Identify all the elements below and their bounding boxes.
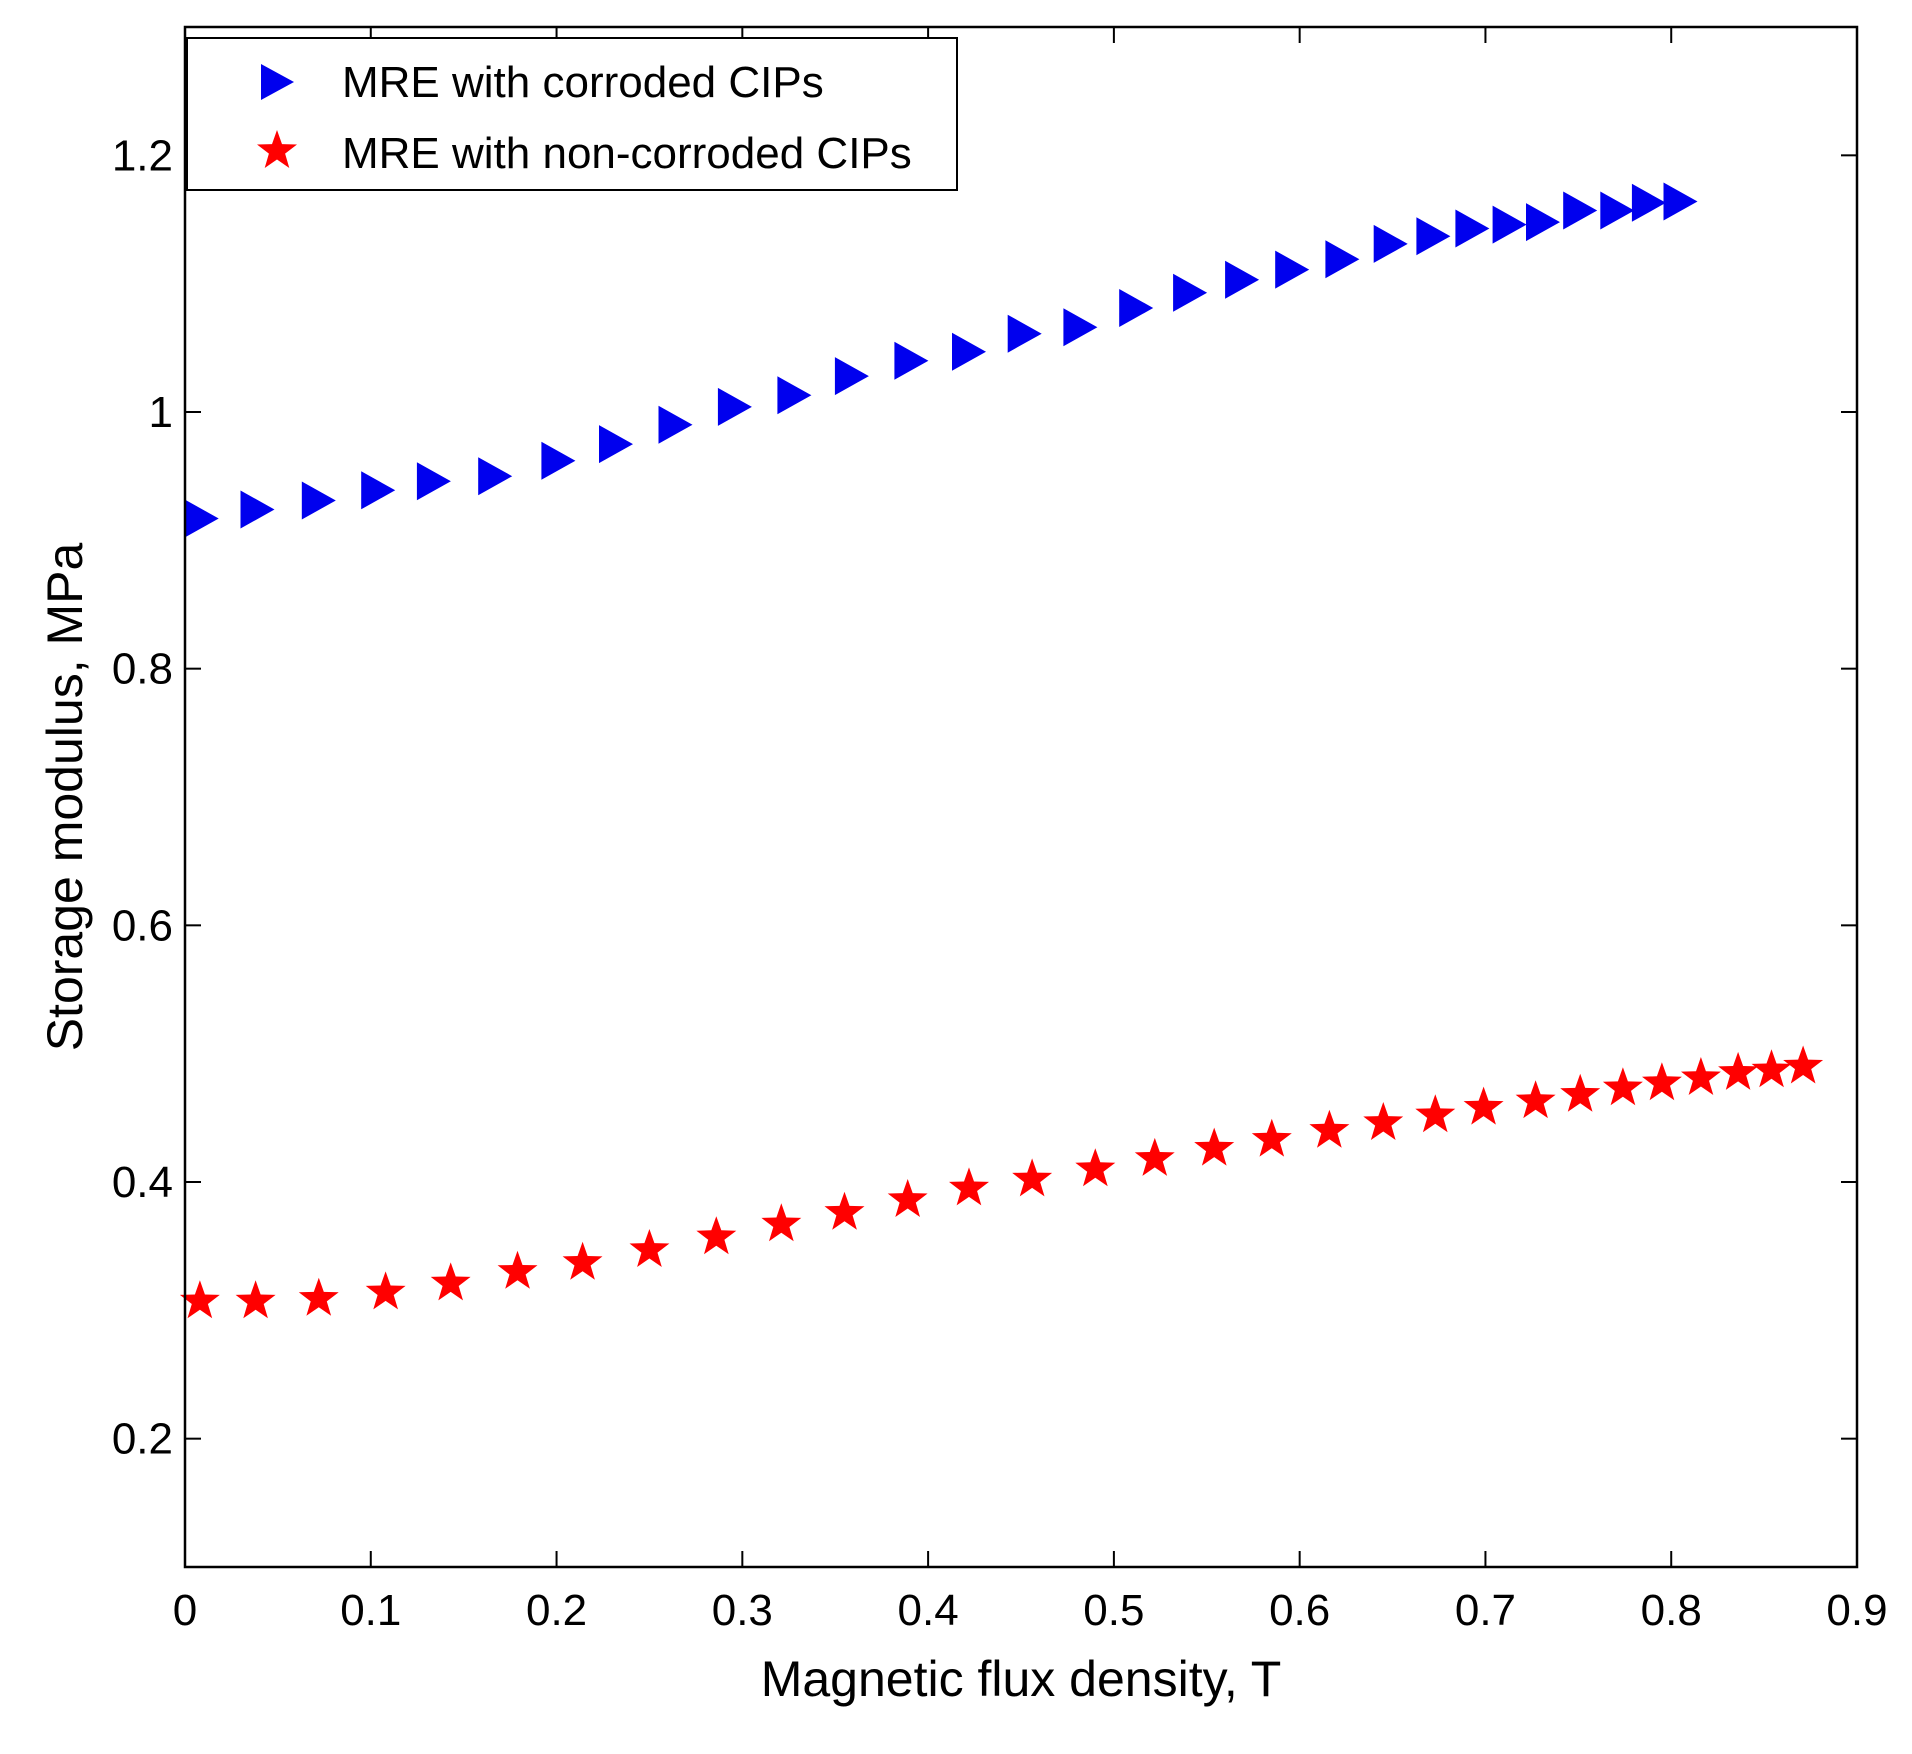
star-point: [887, 1179, 928, 1217]
star-point: [1134, 1137, 1175, 1176]
triangle-point: [1173, 273, 1208, 312]
y-tick-label: 0.6: [112, 901, 173, 950]
triangle-point: [1663, 182, 1698, 221]
triangle-point: [1225, 260, 1260, 299]
triangle-point: [361, 471, 396, 510]
x-tick-label: 0.3: [712, 1586, 773, 1635]
triangle-point: [1063, 308, 1098, 347]
triangle-point: [184, 499, 219, 538]
triangle-point: [717, 387, 752, 426]
triangle-point: [416, 462, 451, 501]
star-point: [430, 1262, 471, 1301]
x-tick-label: 0.1: [340, 1586, 401, 1635]
triangle-point: [894, 341, 929, 380]
star-point: [824, 1191, 865, 1230]
triangle-point: [240, 490, 275, 529]
star-point: [1075, 1148, 1116, 1187]
triangle-point: [1325, 240, 1360, 279]
triangle-point: [1119, 289, 1154, 327]
triangle-point: [478, 457, 513, 496]
x-tick-label: 0.4: [898, 1586, 959, 1635]
triangle-point: [1416, 217, 1451, 256]
triangle-point: [1526, 203, 1560, 242]
x-tick-label: 0.2: [526, 1586, 587, 1635]
star-point: [629, 1229, 670, 1267]
star-point: [696, 1216, 737, 1255]
star-point: [949, 1167, 989, 1206]
legend-label-non-corroded: MRE with non-corroded CIPs: [342, 129, 912, 178]
legend-label-corroded: MRE with corroded CIPs: [342, 58, 824, 107]
series-non-corroded: [179, 1045, 1824, 1319]
star-point: [1718, 1051, 1759, 1090]
triangle-point: [658, 405, 693, 444]
star-point: [1194, 1127, 1235, 1166]
x-tick-label: 0: [173, 1586, 197, 1635]
triangle-point: [599, 425, 633, 464]
x-axis-ticks: 0 0.1 0.2 0.3 0.4 0.5 0.6 0.7 0.8 0.9: [173, 27, 1888, 1635]
triangle-point: [834, 357, 869, 396]
star-point: [298, 1277, 339, 1316]
legend-box: [186, 37, 958, 191]
triangle-point: [777, 376, 812, 415]
triangle-point: [301, 481, 336, 520]
triangle-point: [1275, 250, 1310, 289]
star-point: [1309, 1109, 1350, 1148]
x-tick-label: 0.6: [1269, 1586, 1330, 1635]
star-point: [562, 1241, 603, 1280]
y-tick-label: 0.4: [112, 1158, 173, 1207]
y-axis-label: Storage modulus, MPa: [37, 543, 93, 1052]
star-point: [1783, 1045, 1824, 1084]
x-axis-label: Magnetic flux density, T: [761, 1651, 1282, 1707]
star-point: [1363, 1102, 1404, 1140]
triangle-point: [1455, 209, 1490, 248]
triangle-point: [1600, 191, 1635, 230]
star-point: [1751, 1049, 1792, 1088]
legend: MRE with corroded CIPs MRE with non-corr…: [186, 37, 958, 191]
triangle-point: [1563, 191, 1598, 230]
star-point: [1681, 1057, 1721, 1095]
triangle-point: [1007, 314, 1042, 353]
triangle-point: [541, 441, 576, 480]
star-point: [1251, 1118, 1292, 1157]
star-point: [1642, 1062, 1682, 1101]
legend-marker-non-corroded: [257, 130, 297, 168]
triangle-point: [952, 332, 986, 371]
star-point: [1415, 1094, 1456, 1133]
star-point: [497, 1250, 538, 1289]
y-tick-label: 1.2: [112, 131, 173, 180]
y-tick-label: 1: [149, 388, 173, 437]
y-tick-label: 0.8: [112, 645, 173, 694]
x-tick-label: 0.5: [1083, 1586, 1144, 1635]
star-point: [235, 1280, 276, 1319]
legend-marker-corroded: [261, 64, 294, 100]
triangle-point: [1631, 183, 1666, 222]
series-corroded: [184, 182, 1698, 538]
star-point: [365, 1271, 406, 1310]
star-point: [1012, 1158, 1053, 1197]
x-tick-label: 0.8: [1641, 1586, 1702, 1635]
star-point: [1602, 1067, 1643, 1106]
star-point: [179, 1280, 220, 1319]
plot-frame: [183, 25, 1859, 1569]
series-layer: [179, 182, 1824, 1319]
triangle-point: [1492, 205, 1527, 244]
x-tick-label: 0.9: [1826, 1586, 1887, 1635]
y-axis-ticks: 0.2 0.4 0.6 0.8 1 1.2: [112, 131, 1857, 1464]
star-point: [1515, 1080, 1556, 1119]
star-point: [1560, 1073, 1601, 1112]
y-tick-label: 0.2: [112, 1415, 173, 1464]
triangle-point: [1373, 224, 1408, 263]
x-tick-label: 0.7: [1455, 1586, 1516, 1635]
star-point: [1463, 1086, 1504, 1125]
star-point: [761, 1203, 802, 1242]
